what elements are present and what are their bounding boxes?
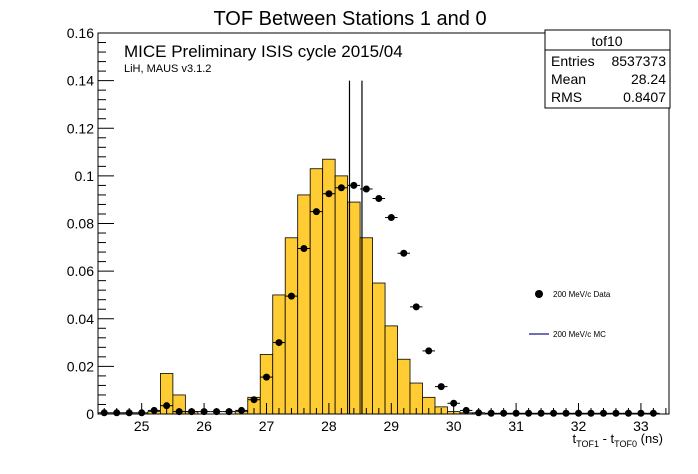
legend: 200 MeV/c Data 200 MeV/c MC: [529, 290, 611, 339]
y-tick-label: 0.14: [67, 73, 94, 89]
stats-mean-value: 28.24: [631, 71, 666, 87]
x-tick-label: 26: [196, 418, 212, 434]
y-tick-label: 0.1: [75, 168, 95, 184]
y-tick-label: 0.04: [67, 311, 94, 327]
data-point: [337, 184, 345, 192]
data-point: [312, 208, 320, 216]
data-point: [400, 249, 408, 257]
legend-data-label: 200 MeV/c Data: [553, 290, 611, 299]
data-point: [425, 347, 433, 355]
stats-entries-value: 8537373: [611, 53, 666, 69]
mc-bar: [309, 168, 324, 415]
data-point: [387, 214, 395, 222]
y-tick-label: 0.08: [67, 216, 94, 232]
mc-bar: [272, 294, 286, 415]
x-axis-label-unit: (ns): [637, 431, 663, 446]
x-tick-label: 32: [571, 418, 587, 434]
mc-bar: [397, 358, 411, 415]
data-point: [437, 383, 445, 391]
data-point: [287, 292, 295, 300]
x-axis-label-mid: - t: [599, 431, 615, 446]
stats-title: tof10: [591, 33, 622, 49]
mc-bar: [334, 175, 349, 415]
data-point: [250, 396, 258, 404]
x-tick-label: 33: [633, 418, 649, 434]
stats-box-frame: [544, 29, 671, 109]
x-axis-label: tTOF1 - tTOF0 (ns): [573, 431, 663, 449]
x-tick-label: 29: [384, 418, 400, 434]
stats-rms-value: 0.8407: [623, 89, 666, 105]
data-point: [262, 373, 270, 381]
x-tick-label: 28: [321, 418, 337, 434]
stats-mean-label: Mean: [551, 71, 586, 87]
annotation-main: MICE Preliminary ISIS cycle 2015/04: [124, 42, 403, 61]
y-tick-label: 0.12: [67, 120, 94, 136]
annotation-sub: LiH, MAUS v3.1.2: [124, 63, 211, 75]
mc-histogram: [147, 158, 473, 415]
x-tick-label: 31: [508, 418, 524, 434]
data-point: [375, 194, 383, 202]
x-axis-label-sub2: TOF0: [614, 439, 637, 449]
mc-bar: [384, 325, 398, 415]
data-point: [412, 303, 420, 311]
mc-bar: [372, 282, 386, 415]
y-tick-label: 0: [86, 406, 94, 422]
data-point: [275, 339, 283, 347]
y-tick-label: 0.02: [67, 358, 94, 374]
y-tick-label: 0.16: [67, 25, 94, 41]
axis-ticks: 25 26 27 28 29 30 31 32 33 0 0.02 0.04 0.06 0.08 0.1 0.…: [67, 25, 667, 434]
stats-box: tof10 Entries 8537373 Mean 28.24 RMS 0.8…: [544, 29, 671, 109]
legend-data-marker: [535, 290, 543, 298]
x-tick-label: 27: [259, 418, 275, 434]
x-axis-label-sub1: TOF1: [576, 439, 599, 449]
data-point: [163, 402, 171, 410]
x-tick-label: 25: [134, 418, 150, 434]
legend-mc-label: 200 MeV/c MC: [553, 330, 606, 339]
stats-entries-label: Entries: [551, 53, 595, 69]
x-tick-label: 30: [446, 418, 462, 434]
mc-bar: [297, 194, 311, 415]
data-point: [362, 185, 370, 193]
data-point: [325, 190, 333, 198]
mc-bar: [322, 158, 336, 415]
y-tick-label: 0.06: [67, 263, 94, 279]
data-point: [300, 245, 308, 253]
stats-rms-label: RMS: [551, 89, 582, 105]
cut-lines: [348, 80, 363, 414]
data-point: [350, 181, 358, 189]
x-axis-label-t1: t: [573, 431, 577, 446]
mc-bar: [284, 237, 299, 415]
chart-title: TOF Between Stations 1 and 0: [213, 8, 486, 30]
